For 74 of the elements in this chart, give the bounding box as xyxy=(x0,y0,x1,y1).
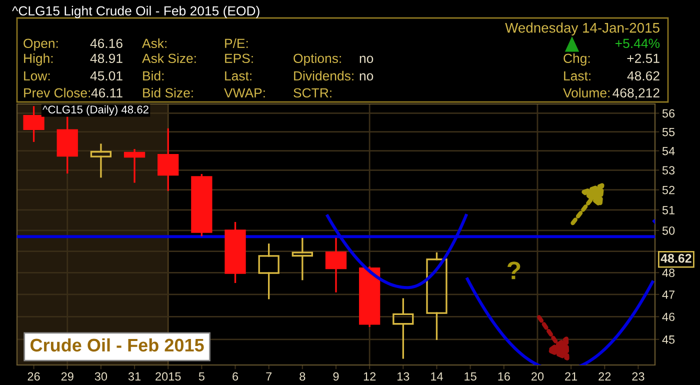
y-tick-label: 52 xyxy=(662,186,674,194)
x-tick-label: 22 xyxy=(598,372,611,380)
x-tick-label: 5 xyxy=(198,372,204,381)
candlestick xyxy=(56,116,78,174)
text: Prev Close: xyxy=(24,88,90,98)
text: no xyxy=(360,73,374,81)
y-tick-label: 54 xyxy=(662,146,675,156)
text: Dividends: xyxy=(294,70,354,81)
text: 48.91 xyxy=(90,54,122,64)
annotation: ? xyxy=(507,262,520,280)
candlestick xyxy=(158,128,179,191)
text: no xyxy=(360,56,374,64)
y-tick-label: 45 xyxy=(662,336,675,344)
text: Chg: xyxy=(564,53,590,66)
text: Ask Size: xyxy=(142,53,196,64)
text: P/E: xyxy=(225,38,248,48)
y-tick-label: 53 xyxy=(662,166,675,175)
x-tick-label: 21 xyxy=(565,372,578,380)
y-tick-label: 47 xyxy=(662,290,674,299)
x-tick-label: 9 xyxy=(333,372,339,381)
candlestick xyxy=(325,238,347,292)
candlestick xyxy=(258,244,280,300)
candlestick xyxy=(23,106,44,142)
text: High: xyxy=(24,53,53,66)
text: 48.62 xyxy=(627,71,660,81)
text: Ask: xyxy=(142,38,166,48)
x-tick-label: 20 xyxy=(532,372,544,381)
y-tick-label: 50 xyxy=(662,226,675,235)
y-tick-label: 56 xyxy=(662,109,675,118)
text: Options: xyxy=(294,53,341,66)
candlestick xyxy=(124,149,146,183)
chart-title: ^CLG15 Light Crude Oil - Feb 2015 (EOD) xyxy=(12,6,260,18)
candlestick xyxy=(90,144,112,178)
text: +5.44% xyxy=(616,38,660,48)
x-tick-label: 14 xyxy=(431,372,443,380)
x-tick-label: 2015 xyxy=(156,372,181,381)
chart-subtitle: Wednesday 14-Jan-2015 xyxy=(505,22,660,36)
annotation: ^CLG15 (Daily) 48.62 xyxy=(42,105,148,116)
y-tick-label: 48 xyxy=(662,268,675,278)
text: +2.51 xyxy=(627,54,660,64)
x-tick-label: 8 xyxy=(300,372,306,381)
y-tick-label: 55 xyxy=(662,128,675,136)
x-tick-label: 31 xyxy=(128,372,141,381)
x-tick-label: 13 xyxy=(397,372,410,381)
x-tick-label: 7 xyxy=(266,372,272,380)
text: VWAP: xyxy=(224,88,265,98)
x-tick-label: 29 xyxy=(61,372,74,381)
text: 45.01 xyxy=(90,71,122,81)
text: SCTR: xyxy=(294,88,332,98)
text: 48.62 xyxy=(660,254,692,263)
y-tick-label: 46 xyxy=(662,312,675,322)
x-tick-label: 15 xyxy=(464,372,476,381)
x-tick-label: 12 xyxy=(364,372,376,380)
text: 46.16 xyxy=(90,38,122,48)
text: Bid Size: xyxy=(143,88,193,98)
x-tick-label: 30 xyxy=(94,372,108,381)
text: Low: xyxy=(24,71,50,81)
candlestick xyxy=(392,298,414,359)
x-tick-label: 23 xyxy=(632,372,644,381)
candlestick xyxy=(359,266,380,327)
text: Last: xyxy=(564,71,590,81)
text: Volume: xyxy=(563,88,610,98)
text: 46.11 xyxy=(91,88,122,98)
text: EPS: xyxy=(225,54,253,64)
text: 468,212 xyxy=(612,88,660,100)
text: Open: xyxy=(24,38,58,51)
candlestick xyxy=(292,238,313,280)
y-tick-label: 51 xyxy=(662,206,674,214)
annotation: Crude Oil - Feb 2015 xyxy=(30,338,204,352)
x-tick-label: 26 xyxy=(28,372,40,381)
x-tick-label: 6 xyxy=(232,372,238,381)
text: Last: xyxy=(225,71,252,81)
text: Bid: xyxy=(143,70,164,81)
x-tick-label: 16 xyxy=(498,372,510,381)
